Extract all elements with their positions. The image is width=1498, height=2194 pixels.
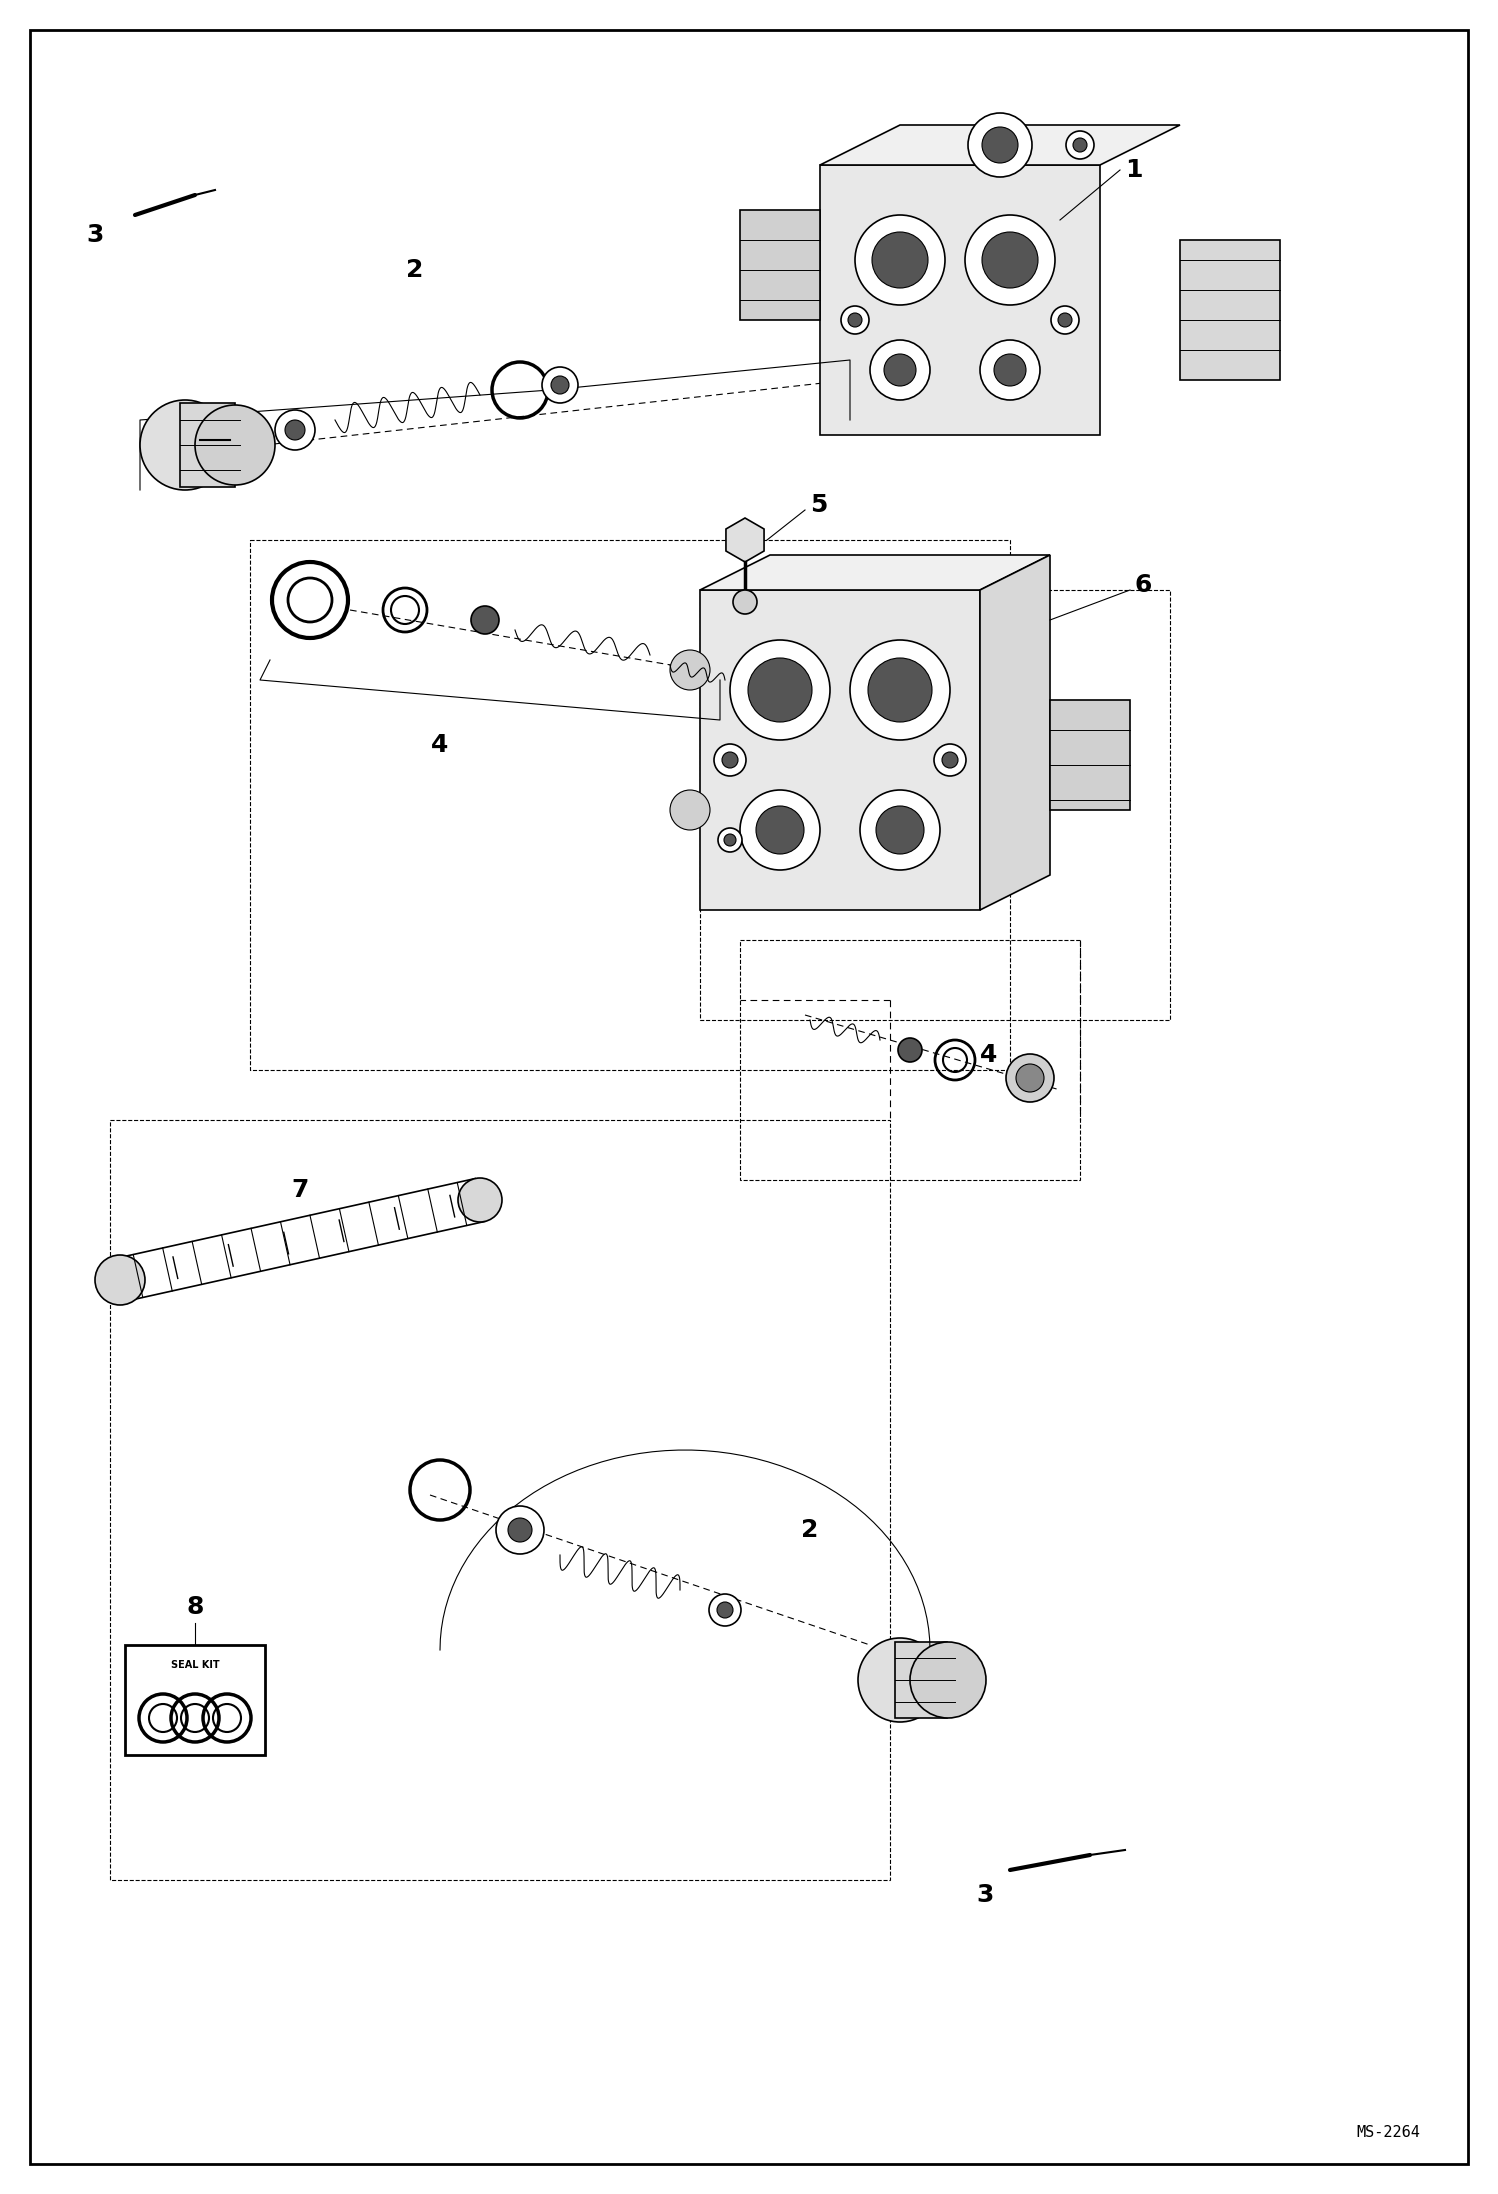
Circle shape [740, 790, 819, 871]
Text: 4: 4 [980, 1042, 998, 1066]
Text: 7: 7 [291, 1178, 309, 1202]
Bar [124, 1646, 265, 1755]
Circle shape [933, 744, 966, 777]
Bar [250, 540, 1010, 1071]
Circle shape [542, 366, 578, 404]
Polygon shape [980, 555, 1050, 911]
Circle shape [983, 127, 1019, 162]
Text: 5: 5 [810, 494, 827, 518]
Circle shape [276, 410, 315, 450]
Polygon shape [727, 518, 764, 562]
Bar [894, 1641, 947, 1718]
Circle shape [858, 1639, 942, 1722]
Bar [180, 404, 235, 487]
Text: 1: 1 [1125, 158, 1143, 182]
Circle shape [909, 1641, 986, 1718]
Polygon shape [819, 125, 1180, 165]
Circle shape [470, 606, 499, 634]
Circle shape [709, 1595, 742, 1626]
Text: 8: 8 [186, 1595, 204, 1619]
Circle shape [840, 305, 869, 333]
Bar [1180, 239, 1279, 380]
Circle shape [968, 114, 1032, 178]
Circle shape [458, 1178, 502, 1222]
Circle shape [995, 353, 1026, 386]
Circle shape [94, 1255, 145, 1305]
Text: 2: 2 [406, 259, 424, 283]
Text: 2: 2 [801, 1518, 819, 1542]
Bar [109, 1119, 890, 1880]
Circle shape [733, 590, 756, 614]
Circle shape [715, 744, 746, 777]
Circle shape [848, 314, 861, 327]
Circle shape [855, 215, 945, 305]
Circle shape [496, 1505, 544, 1553]
Circle shape [1052, 305, 1079, 333]
Circle shape [942, 753, 959, 768]
Circle shape [748, 658, 812, 722]
Circle shape [508, 1518, 532, 1542]
Bar [700, 590, 1170, 1020]
Bar [740, 939, 1080, 1180]
Circle shape [722, 753, 739, 768]
Circle shape [670, 790, 710, 829]
Circle shape [1016, 1064, 1044, 1093]
Text: 6: 6 [1135, 573, 1152, 597]
Circle shape [983, 233, 1038, 287]
Bar [819, 165, 1100, 434]
Circle shape [867, 658, 932, 722]
Bar [1050, 700, 1129, 810]
Circle shape [195, 406, 276, 485]
Text: 3: 3 [87, 224, 103, 248]
Circle shape [285, 419, 306, 441]
Circle shape [670, 649, 710, 689]
Circle shape [849, 641, 950, 739]
Circle shape [551, 375, 569, 395]
Circle shape [872, 233, 927, 287]
Circle shape [756, 805, 804, 853]
Text: MS-2264: MS-2264 [1356, 2126, 1420, 2139]
Circle shape [1067, 132, 1094, 158]
Circle shape [139, 399, 231, 489]
Circle shape [1058, 314, 1073, 327]
Text: 3: 3 [977, 1882, 993, 1907]
Circle shape [718, 827, 742, 851]
Circle shape [730, 641, 830, 739]
Circle shape [965, 215, 1055, 305]
Bar [740, 211, 819, 320]
Circle shape [1073, 138, 1088, 151]
Text: SEAL KIT: SEAL KIT [171, 1661, 219, 1670]
Bar [700, 590, 980, 911]
Text: 4: 4 [431, 733, 449, 757]
Circle shape [718, 1602, 733, 1617]
Circle shape [860, 790, 941, 871]
Polygon shape [700, 555, 1050, 590]
Circle shape [724, 834, 736, 847]
Circle shape [1007, 1053, 1055, 1101]
Circle shape [897, 1038, 921, 1062]
Circle shape [876, 805, 924, 853]
Circle shape [980, 340, 1040, 399]
Circle shape [870, 340, 930, 399]
Circle shape [884, 353, 915, 386]
